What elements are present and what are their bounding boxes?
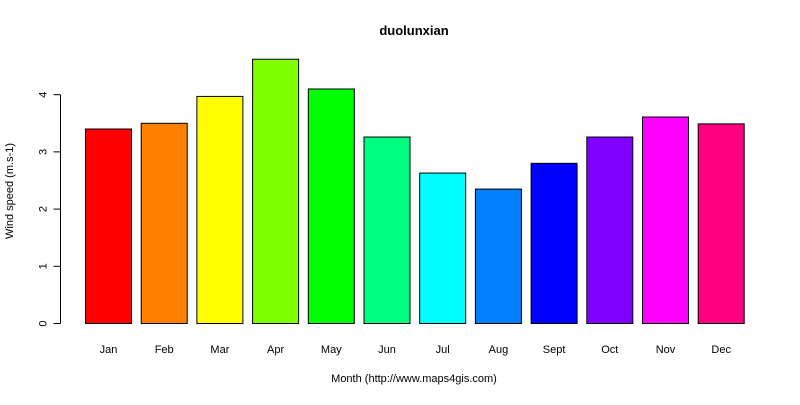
y-tick-label: 4 (37, 92, 49, 98)
bar-sept (530, 162, 578, 324)
y-tick-label: 1 (37, 263, 49, 269)
x-axis-label: Month (http://www.maps4gis.com) (331, 373, 497, 385)
bar-mar (196, 95, 244, 324)
y-tick-label: 3 (37, 149, 49, 155)
x-tick-label: Sept (543, 344, 566, 356)
bar-feb (140, 122, 188, 324)
bar-jan (85, 128, 132, 324)
bar-may (307, 88, 355, 325)
x-tick-label: Mar (210, 344, 229, 356)
x-tick-labels: Jan Feb Mar Apr May Jun Jul Aug Sept Oct Nov Dec (100, 344, 732, 356)
bar-aug (474, 188, 522, 324)
x-tick-label: Jan (100, 344, 118, 356)
x-tick-label: Nov (656, 344, 676, 356)
x-tick-label: Aug (489, 344, 509, 356)
x-tick-label: Jun (378, 344, 396, 356)
x-tick-label: Apr (267, 344, 284, 356)
bar-dec (697, 123, 745, 325)
x-tick-label: Dec (711, 344, 731, 356)
bar-jul (419, 172, 467, 324)
bar-jun (363, 136, 411, 324)
x-tick-label: Oct (601, 344, 618, 356)
x-tick-label: Feb (155, 344, 174, 356)
bar-apr (252, 58, 300, 325)
y-axis: 0 1 2 3 4 (37, 92, 61, 327)
bars-group (85, 58, 745, 325)
x-tick-label: May (321, 344, 342, 356)
x-tick-label: Jul (436, 344, 450, 356)
y-axis-label: Wind speed (m.s-1) (4, 143, 16, 239)
bar-nov (642, 116, 689, 325)
bar-oct (586, 136, 634, 324)
y-tick-label: 2 (37, 206, 49, 212)
y-tick-label: 0 (37, 320, 49, 326)
chart-title: duolunxian (379, 23, 448, 38)
